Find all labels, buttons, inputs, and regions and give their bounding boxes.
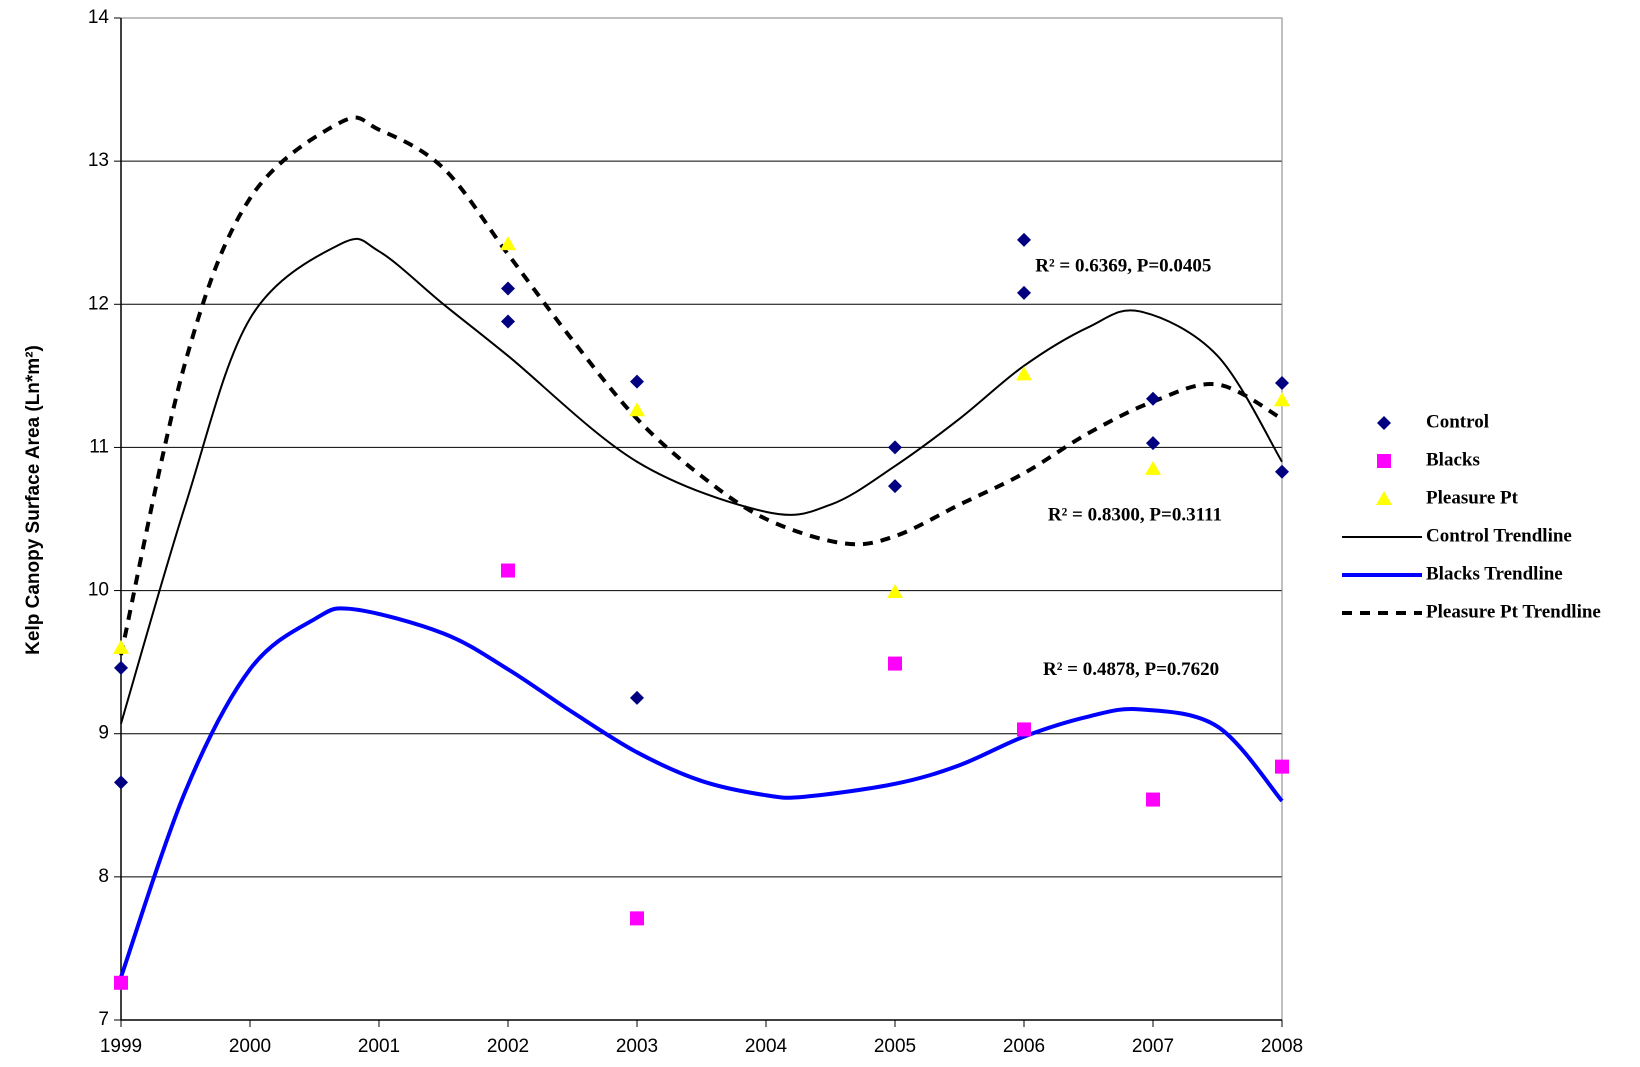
marker-diamond: [1146, 391, 1160, 406]
y-axis-title: Kelp Canopy Surface Area (Ln*m²): [23, 345, 44, 655]
legend-swatch: [1377, 454, 1391, 468]
y-tick-label: 8: [98, 866, 109, 887]
y-tick-label: 14: [88, 7, 110, 28]
marker-diamond: [630, 690, 644, 705]
x-tick-label: 2000: [229, 1036, 271, 1057]
y-tick-label: 12: [88, 293, 109, 314]
annotation: R² = 0.4878, P=0.7620: [1043, 659, 1219, 680]
marker-diamond: [630, 374, 644, 389]
marker-square: [501, 563, 515, 578]
legend-label: Pleasure Pt Trendline: [1426, 601, 1601, 622]
marker-triangle: [1145, 460, 1161, 475]
x-tick-label: 2003: [616, 1036, 658, 1057]
marker-triangle: [629, 402, 645, 417]
marker-diamond: [888, 440, 902, 455]
marker-square: [1017, 722, 1031, 737]
annotation: R² = 0.6369, P=0.0405: [1035, 255, 1211, 276]
marker-triangle: [500, 236, 516, 251]
legend-label: Control Trendline: [1426, 525, 1572, 546]
trendline: [119, 606, 1284, 978]
marker-triangle: [1274, 392, 1290, 407]
marker-diamond: [888, 479, 902, 494]
legend-label: Pleasure Pt: [1426, 487, 1519, 508]
legend-label: Blacks: [1426, 449, 1480, 470]
marker-diamond: [1017, 285, 1031, 300]
marker-triangle: [1016, 366, 1032, 381]
marker-square: [114, 975, 128, 990]
legend-swatch: [1377, 416, 1391, 430]
trendline: [120, 237, 1283, 724]
marker-diamond: [1146, 436, 1160, 451]
marker-diamond: [114, 775, 128, 790]
x-tick-label: 2006: [1003, 1036, 1045, 1057]
marker-square: [1146, 792, 1160, 807]
marker-diamond: [501, 314, 515, 329]
y-tick-label: 13: [88, 150, 109, 171]
y-tick-label: 10: [88, 580, 109, 601]
x-tick-label: 1999: [100, 1036, 142, 1057]
annotation: R² = 0.8300, P=0.3111: [1048, 504, 1222, 525]
x-tick-label: 2002: [487, 1036, 529, 1057]
y-tick-label: 11: [89, 436, 109, 457]
trendline: [119, 115, 1283, 656]
y-tick-label: 7: [98, 1009, 109, 1030]
marker-diamond: [1275, 376, 1289, 391]
x-tick-label: 2004: [745, 1036, 788, 1057]
marker-diamond: [501, 281, 515, 296]
x-tick-label: 2008: [1261, 1036, 1303, 1057]
legend-label: Control: [1426, 411, 1489, 432]
x-tick-label: 2005: [874, 1036, 916, 1057]
legend-swatch: [1376, 491, 1392, 505]
legend-label: Blacks Trendline: [1426, 563, 1563, 584]
marker-square: [1275, 759, 1289, 774]
marker-square: [888, 656, 902, 671]
marker-triangle: [887, 584, 903, 599]
marker-diamond: [1017, 232, 1031, 247]
x-tick-label: 2007: [1132, 1036, 1174, 1057]
marker-diamond: [114, 660, 128, 675]
marker-diamond: [1275, 464, 1289, 479]
marker-triangle: [113, 639, 129, 654]
y-tick-label: 9: [98, 723, 109, 744]
marker-square: [630, 911, 644, 926]
x-tick-label: 2001: [358, 1036, 400, 1057]
